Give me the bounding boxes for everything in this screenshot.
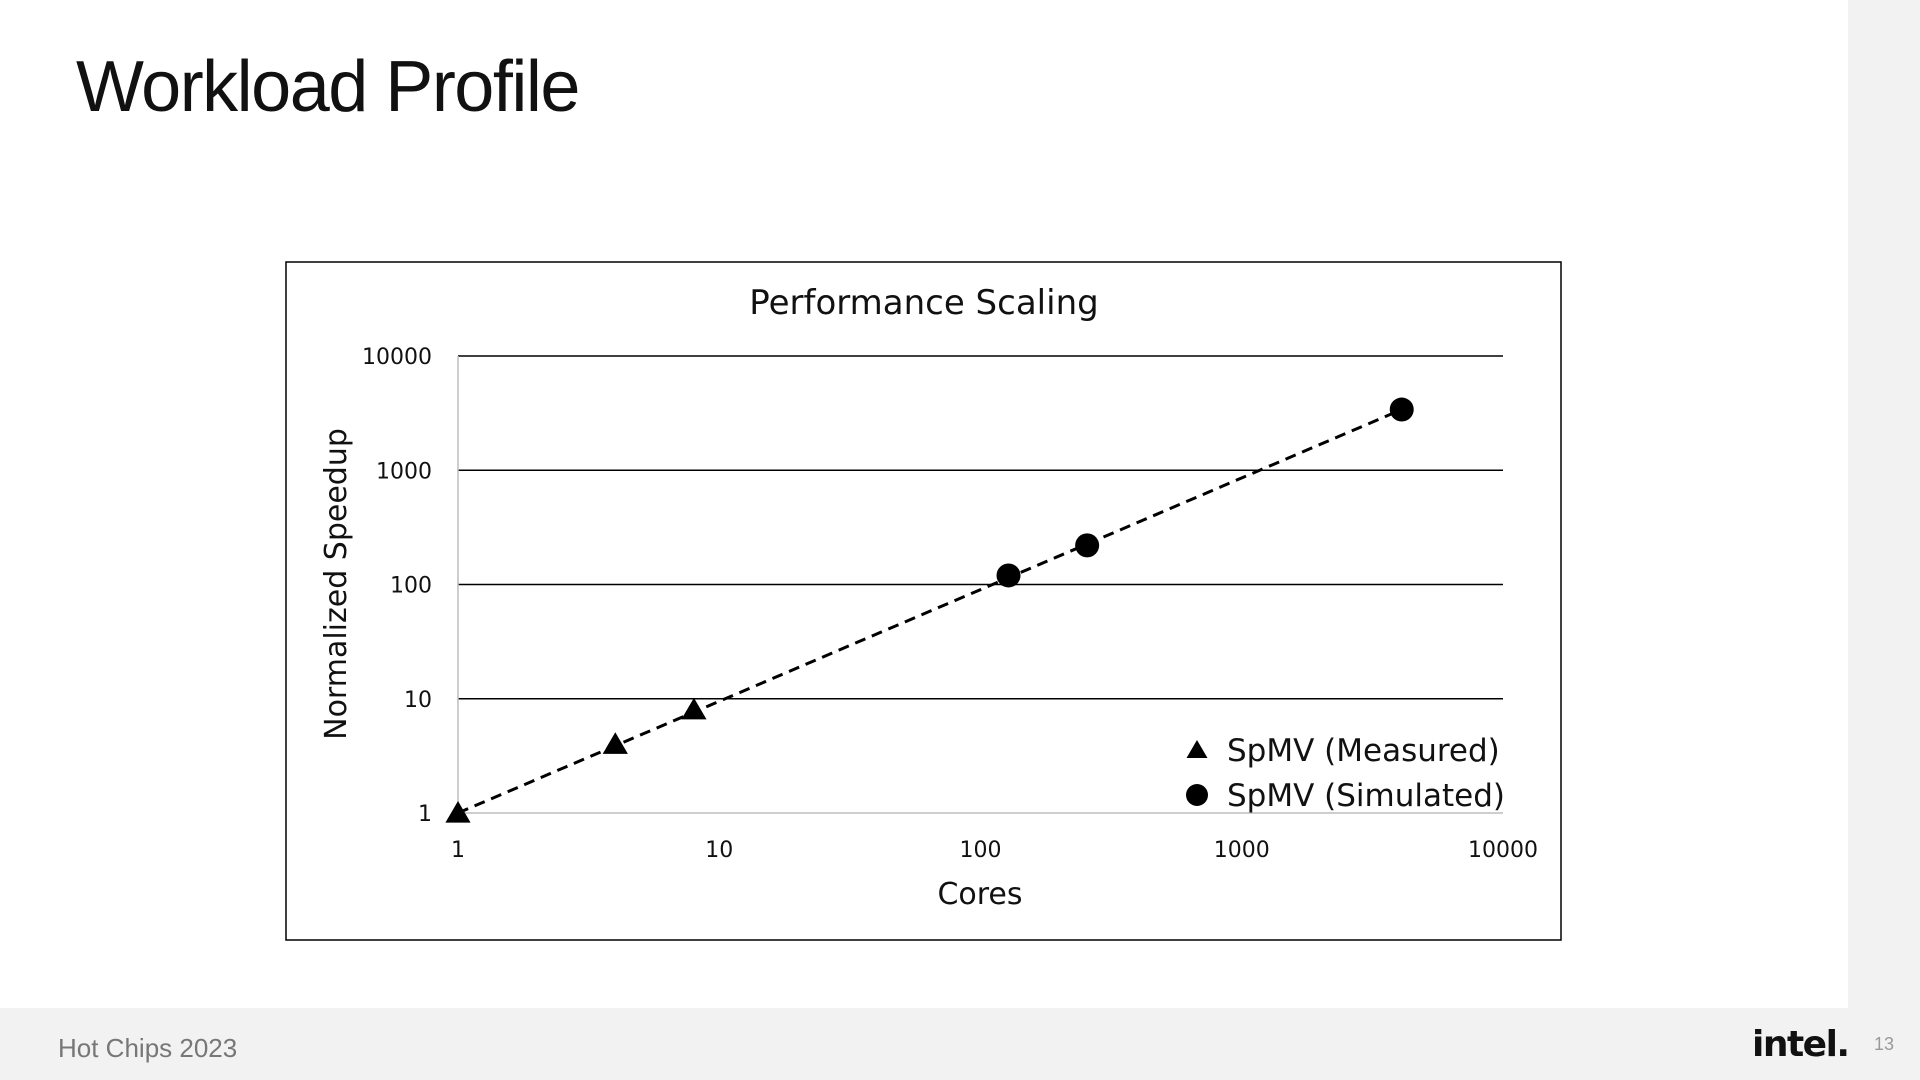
measured-point — [445, 801, 471, 823]
footer-text: Hot Chips 2023 — [58, 1033, 238, 1063]
legend-circle-marker — [1186, 784, 1208, 806]
x-axis-label: Cores — [937, 877, 1022, 912]
y-axis-label: Normalized Speedup — [319, 428, 354, 740]
measured-point — [602, 732, 628, 754]
legend-label: SpMV (Simulated) — [1227, 778, 1505, 814]
chart-title: Performance Scaling — [749, 283, 1098, 323]
y-tick-label: 10000 — [362, 345, 432, 370]
y-tick-label: 1000 — [376, 459, 432, 484]
x-tick-label: 10000 — [1468, 838, 1538, 863]
data-points — [445, 397, 1414, 823]
legend-triangle-marker — [1186, 740, 1208, 758]
intel-logo: intel. — [1752, 1024, 1850, 1065]
x-tick-label: 100 — [960, 838, 1002, 863]
tick-labels: 1 10 100 1000 10000 1 10 100 1000 10000 — [362, 345, 1538, 863]
grid-lines — [458, 355, 1503, 700]
x-tick-label: 1 — [451, 838, 465, 863]
y-tick-label: 100 — [390, 574, 432, 599]
measured-point — [681, 697, 707, 720]
y-tick-label: 1 — [418, 802, 432, 827]
y-tick-label: 10 — [404, 688, 432, 713]
page-number: 13 — [1874, 1034, 1895, 1054]
legend: SpMV (Measured) SpMV (Simulated) — [1186, 733, 1505, 814]
chart-frame — [285, 261, 1562, 941]
simulated-point — [996, 563, 1021, 588]
right-margin-strip — [1848, 0, 1920, 1080]
footer-bar — [0, 1008, 1848, 1080]
axes — [457, 356, 1503, 814]
simulated-point — [1075, 533, 1100, 558]
x-tick-label: 10 — [705, 838, 733, 863]
legend-label: SpMV (Measured) — [1227, 733, 1500, 769]
simulated-point — [1389, 397, 1414, 422]
slide-title: Workload Profile — [76, 47, 580, 127]
x-tick-label: 1000 — [1214, 838, 1270, 863]
